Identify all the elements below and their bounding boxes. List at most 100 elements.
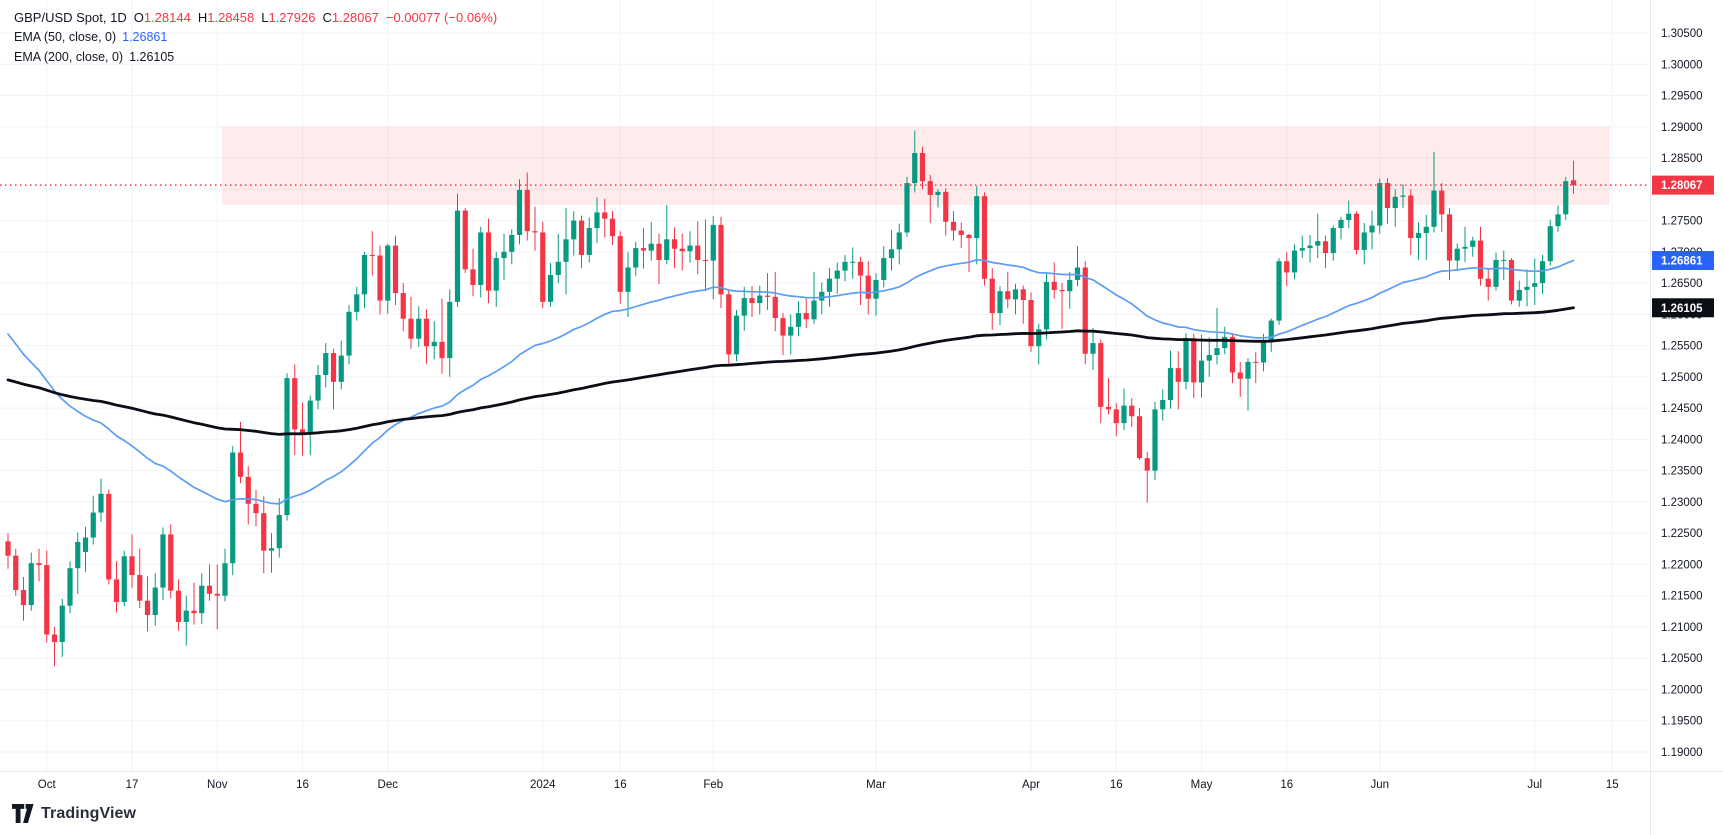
candle <box>865 275 871 299</box>
candle <box>1369 225 1375 233</box>
indicator-row-ema50[interactable]: EMA (50, close, 0) 1.26861 <box>14 27 497 47</box>
candle <box>261 513 267 551</box>
candle <box>1524 286 1530 290</box>
candle <box>13 555 19 591</box>
candle <box>1222 336 1228 349</box>
candle <box>509 234 515 252</box>
candle <box>121 556 127 602</box>
candle <box>338 355 344 382</box>
ema50-label: EMA (50, close, 0) <box>14 30 117 44</box>
svg-text:1.28067: 1.28067 <box>1661 180 1703 192</box>
price-tick-label: 1.22500 <box>1661 528 1703 540</box>
time-axis[interactable]: Oct 17 Nov 16 Dec 2024 16 Feb Mar Apr 16 May 16 Jun Ju… <box>0 771 1723 792</box>
time-tick-label: Mar <box>866 779 886 791</box>
candle <box>408 318 414 339</box>
candle <box>1400 195 1406 197</box>
time-tick-label: 17 <box>126 779 139 791</box>
candle <box>1330 228 1336 254</box>
candle <box>1191 338 1197 383</box>
candle <box>1454 248 1460 261</box>
candle <box>609 218 616 237</box>
candle <box>485 232 492 291</box>
candle <box>67 568 73 606</box>
ohlc-close: C1.28067 <box>322 10 379 25</box>
price-tick-label: 1.25500 <box>1661 341 1703 353</box>
candle <box>1532 283 1538 287</box>
candle <box>648 243 654 251</box>
time-tick-label: 2024 <box>530 779 556 791</box>
candle <box>315 374 321 401</box>
price-tick-label: 1.28500 <box>1661 153 1703 165</box>
candle <box>1237 372 1243 379</box>
candles-layer[interactable] <box>5 130 1577 667</box>
tradingview-brand-text: TradingView <box>41 805 137 822</box>
price-tick-label: 1.30000 <box>1661 59 1703 71</box>
ohlc-open: O1.28144 <box>133 10 191 25</box>
candle <box>392 245 399 294</box>
candle <box>1570 180 1577 186</box>
price-tick-label: 1.27500 <box>1661 216 1703 228</box>
candle <box>222 563 228 596</box>
candle <box>1260 339 1267 363</box>
candle <box>1012 289 1019 300</box>
candle <box>1206 354 1212 361</box>
candle <box>958 230 964 235</box>
time-tick-label: May <box>1191 779 1213 791</box>
time-tick-label: 16 <box>1110 779 1123 791</box>
price-tick-label: 1.23500 <box>1661 466 1703 478</box>
candle <box>795 313 802 327</box>
candle <box>454 210 461 302</box>
candle <box>144 600 151 616</box>
candle <box>664 239 670 260</box>
grid-lines <box>0 0 1650 772</box>
ohlc-high: H1.28458 <box>197 10 255 25</box>
symbol-row[interactable]: GBP/USD Spot, 1D O1.28144 H1.28458 L1.27926… <box>14 8 497 27</box>
candle <box>563 239 569 262</box>
candle <box>90 512 96 538</box>
candle <box>168 534 174 591</box>
candle <box>237 452 244 477</box>
candle <box>1547 226 1553 262</box>
candle <box>733 315 740 355</box>
ohlc-low: L1.27926 <box>261 10 316 25</box>
price-badge-ema50-value: 1.26861 <box>1652 251 1714 271</box>
indicator-row-ema200[interactable]: EMA (200, close, 0) 1.26105 <box>14 47 497 67</box>
candle <box>230 452 236 564</box>
candle <box>764 295 771 297</box>
candle <box>1477 240 1484 279</box>
svg-text:1.26861: 1.26861 <box>1661 256 1703 268</box>
price-axis[interactable]: 1.19000 1.19500 1.20000 1.20500 1.21000 1.215… <box>1650 0 1703 835</box>
candle <box>1431 190 1437 227</box>
candle <box>625 267 631 292</box>
candle <box>423 318 430 347</box>
candle <box>28 563 34 606</box>
candle <box>1136 416 1143 459</box>
price-tick-label: 1.22000 <box>1661 559 1703 571</box>
candle <box>540 232 546 302</box>
candle <box>20 590 27 606</box>
candle <box>1082 267 1088 354</box>
candle <box>478 232 484 285</box>
candle <box>199 585 205 614</box>
candle <box>1338 219 1344 229</box>
ema50-line <box>7 258 1575 505</box>
candle <box>1160 400 1166 410</box>
price-tick-label: 1.19500 <box>1661 716 1703 728</box>
time-tick-label: 16 <box>614 779 627 791</box>
candle <box>493 258 499 291</box>
candle <box>1315 241 1321 246</box>
candle <box>834 270 840 279</box>
candle <box>470 269 476 285</box>
tradingview-watermark-link[interactable]: TradingView <box>12 804 136 824</box>
candle <box>1036 329 1042 347</box>
time-tick-label: 16 <box>296 779 309 791</box>
candle <box>183 610 189 622</box>
candle <box>1508 259 1515 301</box>
candle <box>943 191 949 222</box>
time-tick-label: 15 <box>1606 779 1619 791</box>
candle <box>284 378 290 516</box>
candle <box>516 189 523 235</box>
